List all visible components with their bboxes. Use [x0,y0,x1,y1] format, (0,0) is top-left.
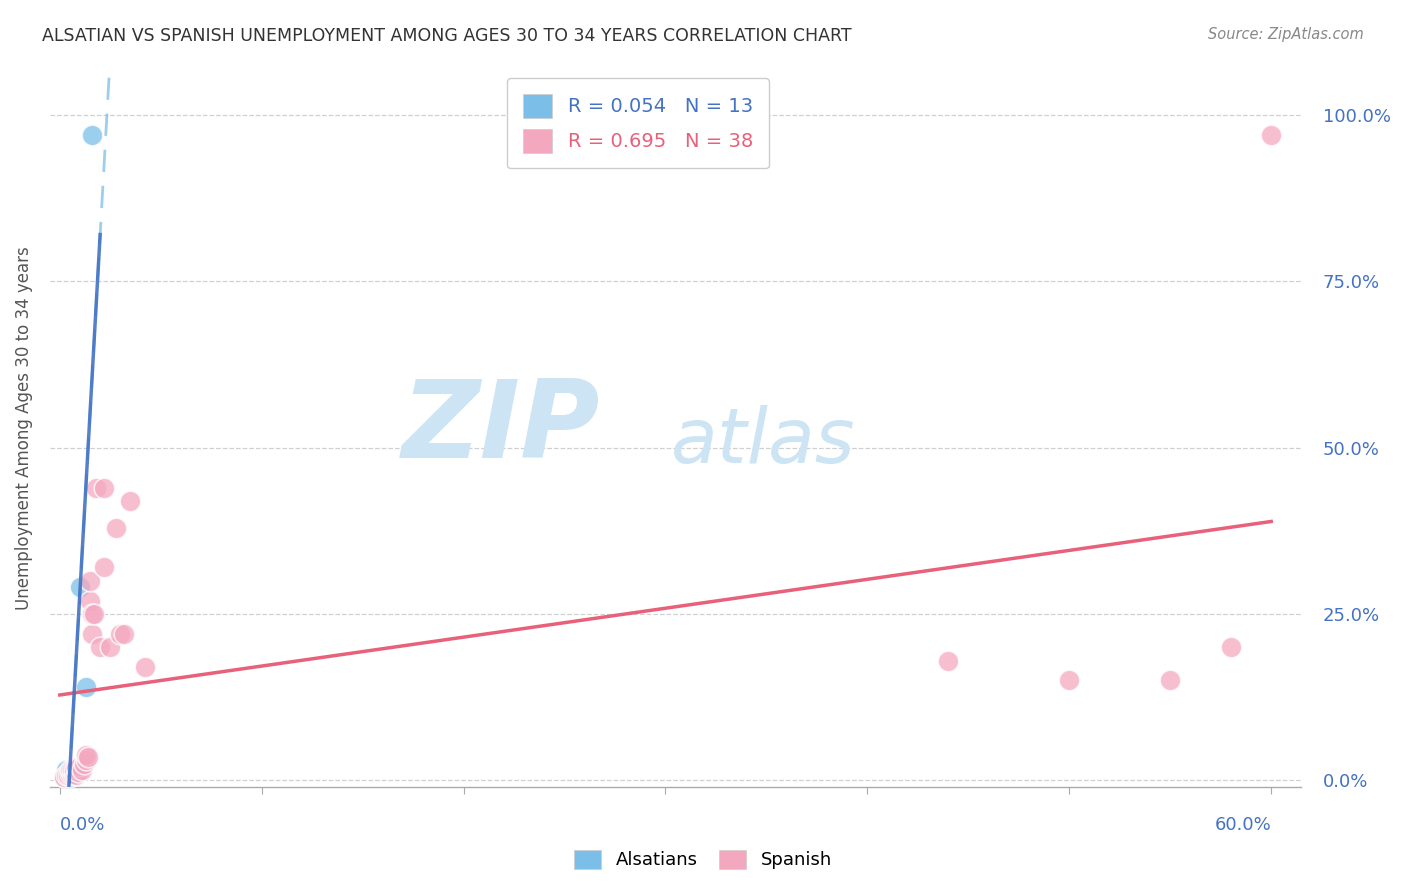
Text: atlas: atlas [671,405,855,479]
Point [89,640,111,655]
Text: 0.0%: 0.0% [60,815,105,834]
Text: ZIP: ZIP [402,375,600,481]
Point [66,765,89,780]
Legend: Alsatians, Spanish: Alsatians, Spanish [565,841,841,879]
Legend: R = 0.054   N = 13, R = 0.695   N = 38: R = 0.054 N = 13, R = 0.695 N = 38 [508,78,769,169]
Point [120,494,142,508]
Point [60,768,83,782]
Point [1159,673,1181,688]
Point [105,520,128,534]
Point [63,766,86,780]
Point [55,764,77,778]
Point [75,747,97,762]
Point [60,766,83,780]
Point [80,128,103,142]
Text: 60.0%: 60.0% [1215,815,1271,834]
Point [59,766,82,780]
Y-axis label: Unemployment Among Ages 30 to 34 years: Unemployment Among Ages 30 to 34 years [15,246,32,609]
Point [75,680,97,694]
Point [56,768,79,782]
Point [80,627,103,641]
Point [112,627,135,641]
Point [70,764,93,778]
Point [65,761,87,775]
Point [1059,673,1081,688]
Point [56,770,79,784]
Point [98,640,121,655]
Point [134,660,156,674]
Point [83,607,105,621]
Point [59,764,82,778]
Text: ALSATIAN VS SPANISH UNEMPLOYMENT AMONG AGES 30 TO 34 YEARS CORRELATION CHART: ALSATIAN VS SPANISH UNEMPLOYMENT AMONG A… [42,27,852,45]
Point [52,770,75,784]
Point [75,753,97,767]
Point [63,764,86,778]
Point [1260,128,1282,142]
Point [59,766,82,780]
Point [69,580,91,594]
Point [63,766,86,780]
Point [1219,640,1241,655]
Point [56,766,79,780]
Point [77,750,100,764]
Point [93,481,115,495]
Point [59,770,82,784]
Point [73,756,96,771]
Point [60,762,83,776]
Point [69,758,91,772]
Point [65,768,87,782]
Point [55,768,77,782]
Point [79,593,101,607]
Point [93,560,115,574]
Point [110,627,132,641]
Point [936,654,959,668]
Point [60,764,83,778]
Point [52,770,75,784]
Text: Source: ZipAtlas.com: Source: ZipAtlas.com [1208,27,1364,42]
Point [84,481,107,495]
Point [79,574,101,588]
Point [80,607,103,621]
Point [65,766,87,780]
